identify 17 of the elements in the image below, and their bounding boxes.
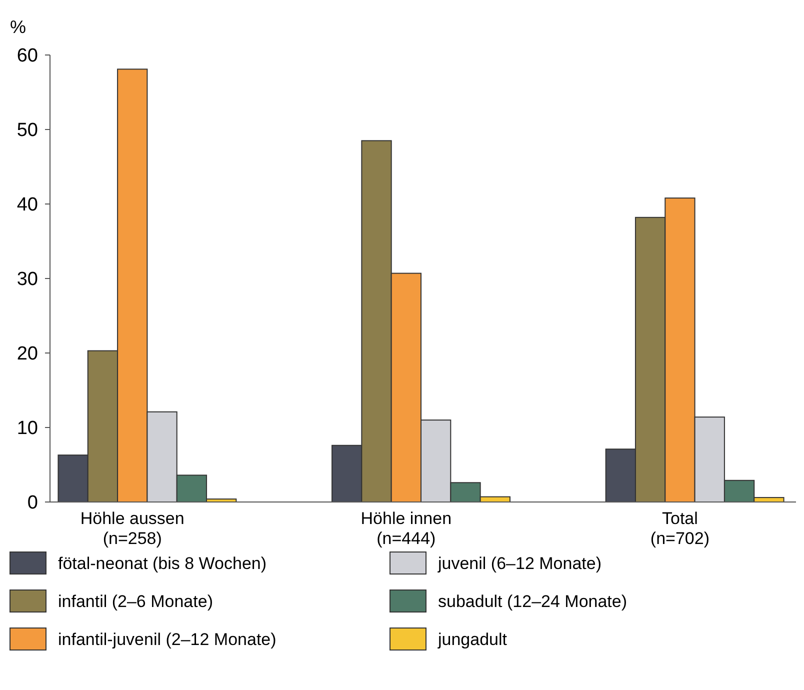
y-tick-label: 30 <box>16 269 38 290</box>
x-tick-label: Total (n=702) <box>650 509 710 548</box>
legend-label: infantil (2–6 Monate) <box>58 592 213 611</box>
y-tick-label: 60 <box>16 46 38 67</box>
legend-label: juvenil (6–12 Monate) <box>437 554 602 573</box>
y-axis-title: % <box>10 17 26 37</box>
legend-label: fötal-neonat (bis 8 Wochen) <box>58 554 267 573</box>
y-tick-label: 10 <box>16 418 38 440</box>
x-tick-label: Höhle innen (n=444) <box>360 509 452 548</box>
legend-label: jungadult <box>437 630 508 649</box>
legend-label: infantil-juvenil (2–12 Monate) <box>58 630 276 649</box>
y-tick-label: 0 <box>27 492 38 514</box>
y-tick-label: 20 <box>16 344 38 365</box>
y-tick-label: 50 <box>16 120 38 142</box>
y-tick-label: 40 <box>16 194 38 216</box>
legend-label: subadult (12–24 Monate) <box>438 592 628 611</box>
x-tick-label: Höhle aussen (n=258) <box>80 509 184 548</box>
